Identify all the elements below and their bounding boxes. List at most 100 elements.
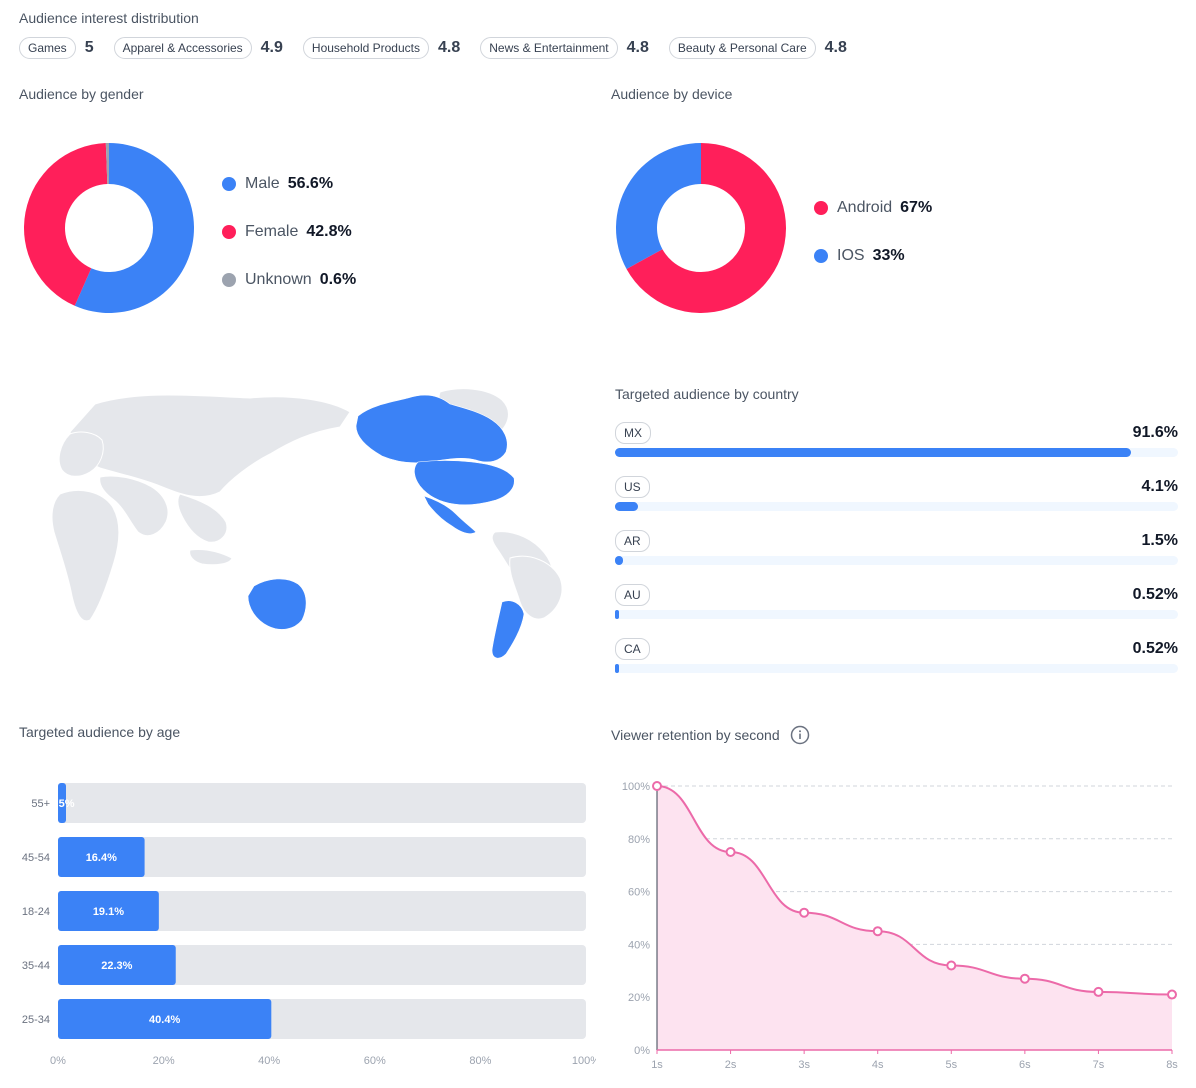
interest-chip[interactable]: Household Products (302, 37, 429, 59)
age-category-label: 35-44 (22, 960, 50, 972)
interest-chip[interactable]: Games (19, 37, 76, 59)
legend-label: Unknown (245, 271, 312, 288)
legend-label: Male (245, 175, 280, 192)
retention-y-tick: 20% (628, 992, 650, 1004)
retention-point (946, 960, 957, 971)
retention-point (1093, 986, 1104, 997)
age-bar (58, 837, 145, 877)
age-category-label: 25-34 (22, 1014, 50, 1026)
interest-chip[interactable]: News & Entertainment (480, 37, 618, 59)
country-bar-fill (615, 664, 619, 673)
device-legend-ios: IOS 33% (814, 247, 905, 265)
interest-chip[interactable]: Apparel & Accessories (113, 37, 252, 59)
country-value: 0.52% (1132, 586, 1178, 603)
country-bar-fill (615, 610, 619, 619)
legend-value: 67% (900, 199, 933, 216)
legend-dot (222, 273, 236, 287)
country-value: 0.52% (1132, 640, 1178, 657)
interest-title: Audience interest distribution (19, 10, 199, 26)
country-code: US (615, 476, 650, 498)
country-row: AU 0.52% (615, 584, 1178, 634)
gender-title: Audience by gender (19, 86, 144, 102)
age-bar-label: 40.4% (149, 1014, 180, 1026)
map-europe (58, 431, 104, 477)
legend-dot (222, 225, 236, 239)
map-indonesia (189, 549, 233, 566)
legend-dot (814, 201, 828, 215)
country-value: 91.6% (1132, 424, 1178, 441)
map-mexico (423, 495, 477, 534)
age-x-tick: 20% (153, 1055, 175, 1067)
world-map (51, 388, 563, 659)
device-legend-android: Android 67% (814, 199, 932, 217)
retention-x-tick: 7s (1093, 1059, 1105, 1071)
pie-slice-unknown (105, 143, 109, 185)
interest-chip-row: Games 5 Apparel & Accessories 4.9 Household … (19, 37, 867, 59)
country-row: US 4.1% (615, 476, 1178, 526)
country-value: 1.5% (1141, 532, 1178, 549)
interest-item: Beauty & Personal Care 4.8 (668, 37, 847, 59)
legend-dot (222, 177, 236, 191)
interest-score: 4.8 (437, 39, 461, 56)
age-category-label: 45-54 (22, 852, 50, 864)
pie-slice-male (74, 143, 194, 313)
retention-point (652, 781, 662, 791)
retention-x-tick: 2s (725, 1059, 737, 1071)
legend-value: 56.6% (287, 175, 334, 192)
map-southeast-asia (177, 493, 228, 543)
retention-x-tick: 4s (872, 1059, 884, 1071)
legend-label: Android (837, 199, 893, 216)
gender-legend-male: Male 56.6% (222, 175, 333, 193)
map-middle-east-india (99, 475, 169, 537)
country-bar-track (615, 556, 1178, 565)
country-code: AR (615, 530, 650, 552)
device-donut-chart (616, 143, 786, 313)
retention-y-tick: 40% (628, 939, 650, 951)
retention-title: Viewer retention by second (611, 727, 780, 743)
map-russia-asia (69, 394, 351, 498)
interest-score: 5 (84, 39, 94, 56)
retention-y-tick: 100% (622, 781, 650, 793)
age-x-tick: 40% (258, 1055, 280, 1067)
legend-dot (814, 249, 828, 263)
interest-score: 4.9 (260, 39, 283, 56)
interest-chip[interactable]: Beauty & Personal Care (668, 37, 816, 59)
country-bar-track (615, 502, 1178, 511)
country-bar-track (615, 610, 1178, 619)
legend-label: IOS (837, 247, 865, 264)
age-bar-label: 19.1% (93, 906, 124, 918)
legend-label: Female (245, 223, 299, 240)
age-bar (58, 945, 176, 985)
retention-y-tick: 80% (628, 834, 650, 846)
retention-point (1167, 989, 1177, 1000)
gender-legend-female: Female 42.8% (222, 223, 352, 241)
age-bar-label: 16.4% (86, 852, 117, 864)
country-bar-track (615, 664, 1178, 673)
country-title: Targeted audience by country (615, 386, 799, 402)
retention-point (799, 907, 810, 918)
map-brazil (509, 555, 563, 620)
gender-legend-unknown: Unknown 0.6% (222, 271, 356, 289)
device-title: Audience by device (611, 86, 733, 102)
legend-value: 42.8% (306, 223, 352, 240)
pie-slice-ios (616, 143, 701, 269)
info-icon[interactable] (790, 725, 810, 745)
age-bar-track (58, 891, 586, 931)
age-category-label: 18-24 (22, 906, 50, 918)
interest-score: 4.8 (626, 39, 649, 56)
age-x-tick: 100% (572, 1055, 596, 1067)
country-bar-track (615, 448, 1178, 457)
country-code: CA (615, 638, 650, 660)
age-x-tick: 80% (469, 1055, 491, 1067)
age-bar-label: 22.3% (101, 960, 132, 972)
age-bar (58, 999, 272, 1039)
retention-x-tick: 1s (651, 1059, 663, 1071)
map-argentina (491, 600, 525, 659)
interest-item: News & Entertainment 4.8 (480, 37, 649, 59)
retention-header: Viewer retention by second (611, 725, 810, 745)
interest-item: Household Products 4.8 (302, 37, 461, 59)
age-category-label: 55+ (31, 798, 50, 810)
age-bar-chart: 1.5%55+ 16.4% 45-54 19.1% 18-24 22.3% 35-44 40.… (22, 783, 596, 1067)
age-bar-track (58, 945, 586, 985)
age-x-tick: 60% (364, 1055, 386, 1067)
